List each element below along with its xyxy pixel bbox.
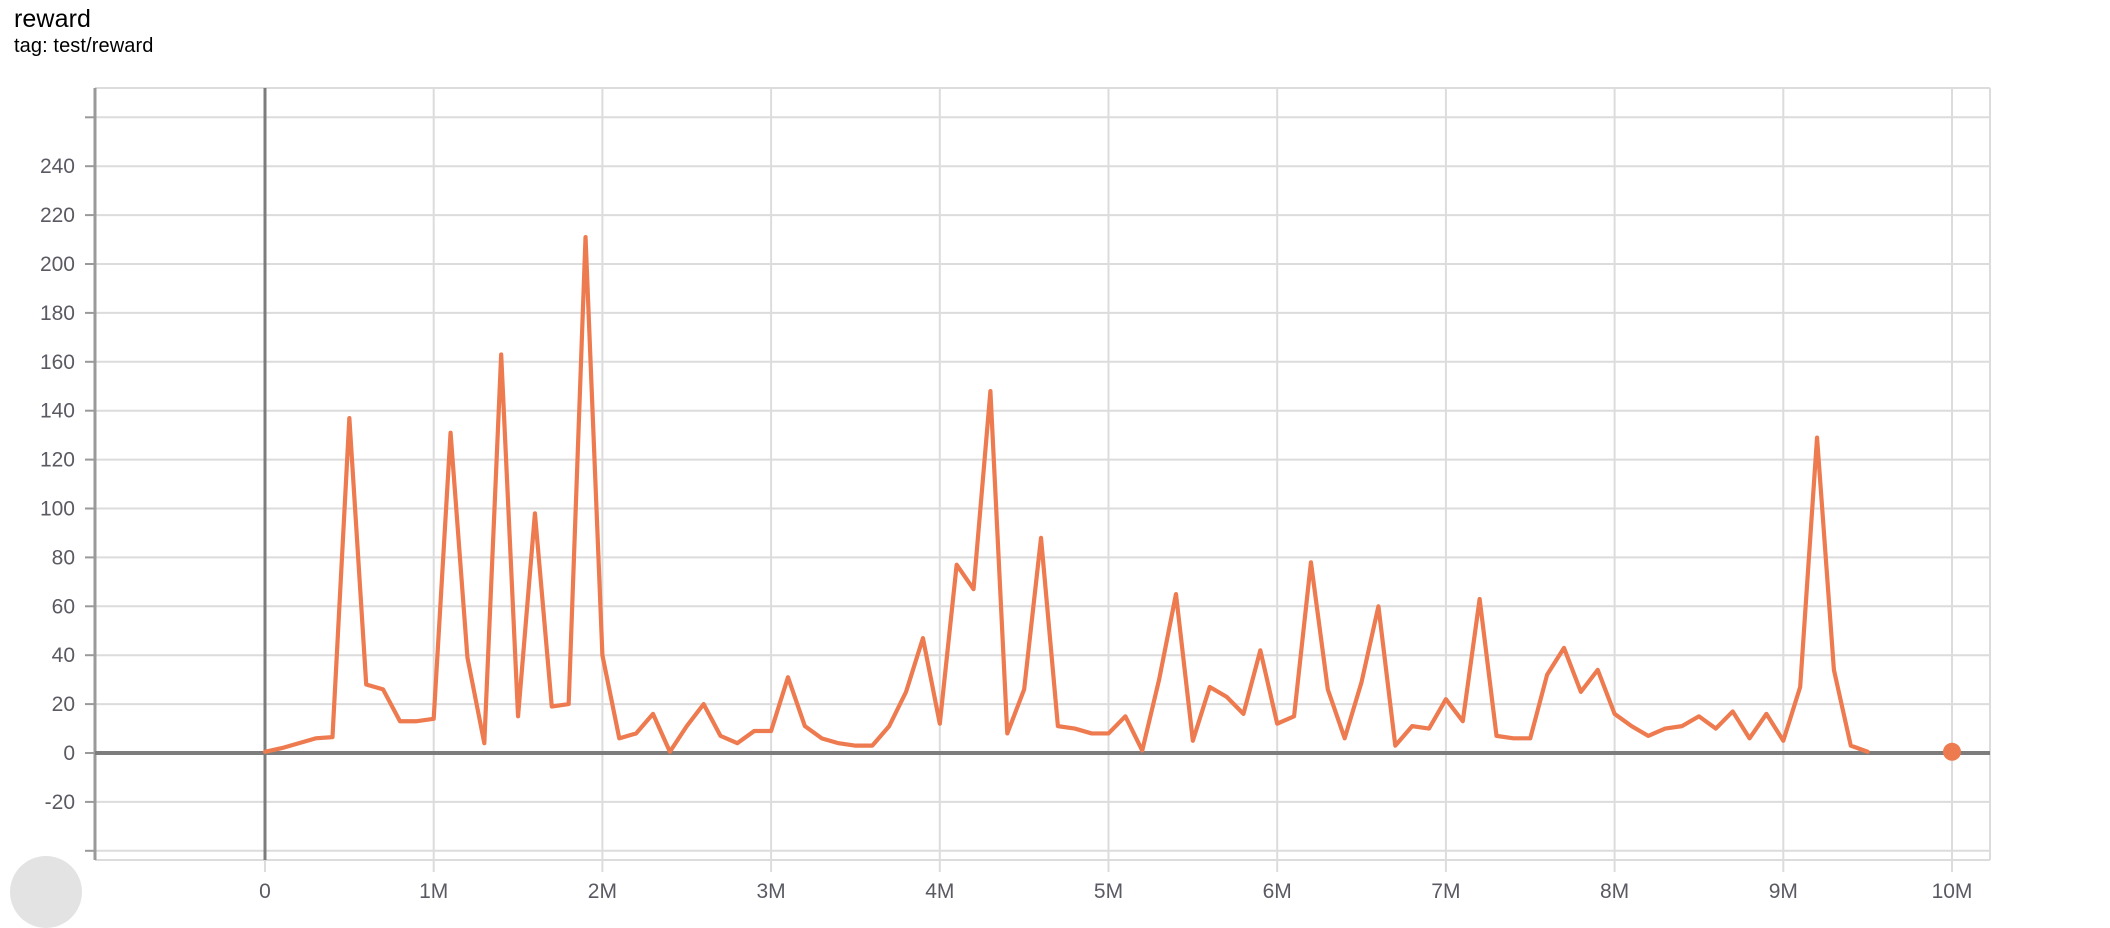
y-tick-label: -20 xyxy=(45,791,75,814)
x-tick-marks xyxy=(264,860,1953,872)
y-tick-label: 100 xyxy=(40,498,75,521)
y-tick-label: 120 xyxy=(40,449,75,472)
x-tick-label: 8M xyxy=(1600,880,1629,898)
chart-tag-label: tag: test/reward xyxy=(14,35,154,57)
y-tick-label: 20 xyxy=(52,693,75,716)
gridlines-horizontal xyxy=(95,87,1990,861)
page-title: reward xyxy=(14,5,92,33)
y-tick-label: 200 xyxy=(40,253,75,276)
y-tick-label: 140 xyxy=(40,400,75,423)
corner-decoration-circle xyxy=(10,856,82,928)
x-tick-label: 4M xyxy=(925,880,954,898)
x-tick-label: 1M xyxy=(419,880,448,898)
chart-header: reward tag: test/reward xyxy=(14,4,614,58)
y-tick-marks xyxy=(85,116,95,852)
y-tick-label: 240 xyxy=(40,155,75,178)
x-tick-label: 2M xyxy=(588,880,617,898)
y-tick-label: 80 xyxy=(52,546,75,569)
x-tick-label: 0 xyxy=(259,880,271,898)
x-tick-label: 5M xyxy=(1094,880,1123,898)
y-tick-label: 40 xyxy=(52,644,75,667)
y-tick-label: 220 xyxy=(40,204,75,227)
y-tick-label: 180 xyxy=(40,302,75,325)
y-tick-label: 0 xyxy=(63,742,75,765)
x-tick-label: 9M xyxy=(1769,880,1798,898)
endpoint-data-point-marker[interactable] xyxy=(1943,742,1961,761)
data-series-group[interactable] xyxy=(262,235,1870,754)
plot-area[interactable]: 240 220 200 180 160 140 120 100 80 60 40 20 0 -20 0 1M… xyxy=(0,0,2110,898)
x-axis-tick-labels: 0 1M 2M 3M 4M 5M 6M 7M 8M 9M 10M xyxy=(259,880,1972,898)
x-tick-label: 7M xyxy=(1431,880,1460,898)
series-line-test-reward[interactable] xyxy=(262,235,1870,754)
y-tick-label: 60 xyxy=(52,595,75,618)
endpoint-marker-group[interactable] xyxy=(1943,742,1961,761)
axis-lines xyxy=(93,88,1990,860)
y-tick-label: 160 xyxy=(40,351,75,374)
x-tick-label: 3M xyxy=(757,880,786,898)
x-tick-label: 6M xyxy=(1263,880,1292,898)
x-tick-label: 10M xyxy=(1932,880,1973,898)
